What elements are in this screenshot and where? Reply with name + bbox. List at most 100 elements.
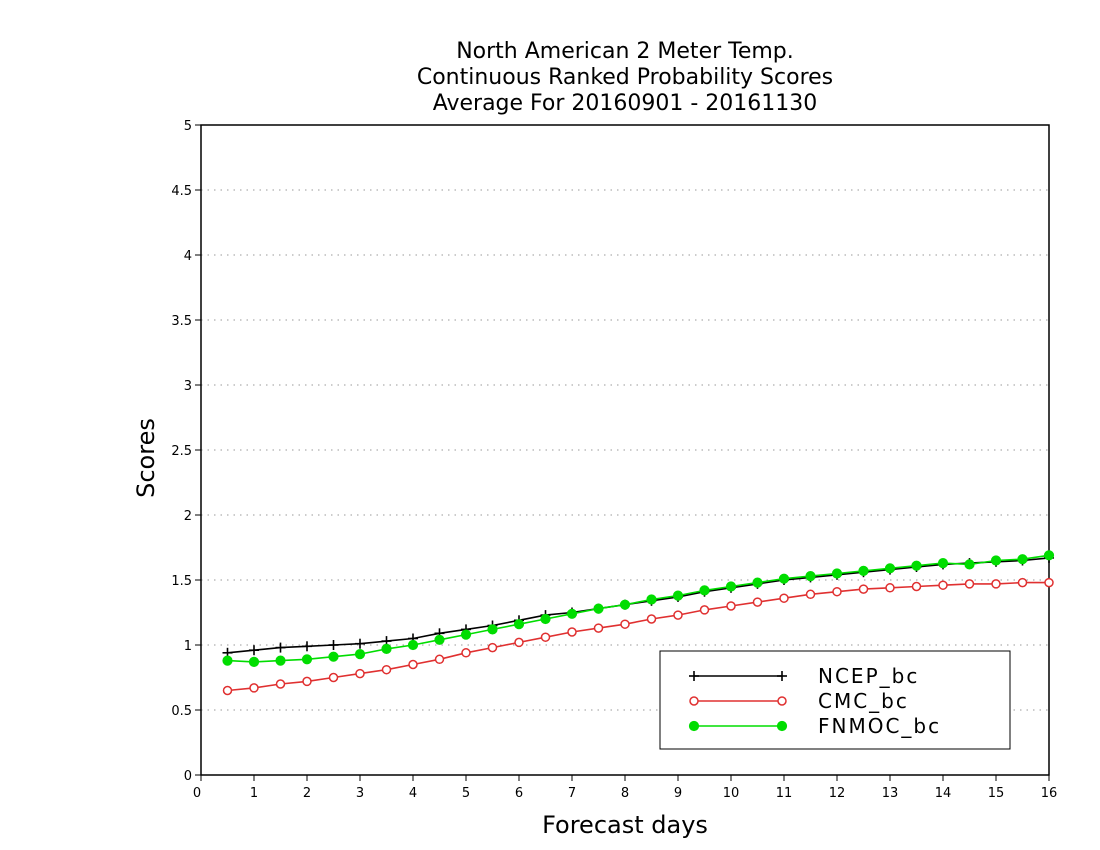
y-tick-label-6: 3 <box>184 379 192 394</box>
point-FNMOC_bc-1 <box>248 656 260 668</box>
legend-box <box>659 650 1011 750</box>
point-CMC_bc-20 <box>752 597 763 607</box>
point-FNMOC_bc-29 <box>990 555 1002 566</box>
point-FNMOC_bc-8 <box>434 634 445 645</box>
point-CMC_bc-4 <box>328 672 339 683</box>
legend-marker-start-CMC_bc <box>689 696 699 706</box>
point-FNMOC_bc-10 <box>487 624 498 635</box>
point-FNMOC_bc-14 <box>593 603 604 614</box>
point-FNMOC_bc-24 <box>858 565 869 577</box>
point-FNMOC_bc-12 <box>540 613 551 625</box>
point-FNMOC_bc-30 <box>1017 554 1028 565</box>
point-FNMOC_bc-13 <box>566 608 578 619</box>
y-tick-label-0: 0 <box>184 769 192 784</box>
point-NCEP_bc-2 <box>275 642 286 653</box>
point-FNMOC_bc-5 <box>354 649 366 660</box>
legend-label-FNMOC_bc: FNMOC_bc <box>818 714 941 738</box>
point-NCEP_bc-3 <box>302 641 312 652</box>
point-CMC_bc-30 <box>1017 577 1028 588</box>
x-tick-label-14: 14 <box>935 786 952 801</box>
series-line-FNMOC_bc <box>227 554 1050 663</box>
point-FNMOC_bc-21 <box>778 573 790 584</box>
point-CMC_bc-18 <box>699 605 710 615</box>
x-tick-label-7: 7 <box>568 786 576 801</box>
series-NCEP_bc <box>222 552 1054 658</box>
point-FNMOC_bc-7 <box>407 639 419 651</box>
series-FNMOC_bc <box>222 550 1055 668</box>
point-FNMOC_bc-3 <box>301 654 313 665</box>
point-NCEP_bc-1 <box>249 645 259 656</box>
point-CMC_bc-0 <box>222 685 233 696</box>
x-tick-label-2: 2 <box>303 786 311 801</box>
x-axis: 0 1 2 3 4 5 6 7 8 9 10 11 12 13 14 15 16 <box>193 775 1057 801</box>
legend-marker-end-NCEP_bc <box>777 671 787 681</box>
legend-item-CMC_bc: CMC_bc <box>689 689 909 713</box>
y-tick-label-2: 1 <box>184 639 192 654</box>
series <box>222 550 1055 696</box>
point-FNMOC_bc-0 <box>222 655 233 666</box>
point-CMC_bc-16 <box>646 614 657 624</box>
point-CMC_bc-26 <box>911 581 922 592</box>
point-CMC_bc-22 <box>805 589 816 600</box>
x-axis-label: Forecast days <box>542 811 708 839</box>
legend-marker-start-FNMOC_bc <box>688 720 700 732</box>
point-FNMOC_bc-17 <box>672 590 684 601</box>
point-FNMOC_bc-11 <box>513 619 525 630</box>
legend-label-CMC_bc: CMC_bc <box>818 689 909 713</box>
point-CMC_bc-19 <box>726 601 736 611</box>
point-NCEP_bc-4 <box>328 640 339 650</box>
point-CMC_bc-25 <box>885 583 895 593</box>
point-FNMOC_bc-31 <box>1043 550 1055 561</box>
point-FNMOC_bc-28 <box>964 559 975 570</box>
point-FNMOC_bc-25 <box>884 563 896 574</box>
title-line-2: Continuous Ranked Probability Scores <box>417 65 833 90</box>
y-tick-label-3: 1.5 <box>171 574 192 589</box>
point-CMC_bc-8 <box>434 654 445 665</box>
point-CMC_bc-17 <box>673 610 683 620</box>
point-CMC_bc-11 <box>514 637 524 648</box>
x-tick-label-16: 16 <box>1041 786 1058 801</box>
legend-item-FNMOC_bc: FNMOC_bc <box>688 714 941 738</box>
x-tick-label-15: 15 <box>988 786 1005 801</box>
y-tick-label-8: 4 <box>184 249 192 264</box>
y-tick-label-10: 5 <box>184 119 192 134</box>
x-tick-label-12: 12 <box>829 786 846 801</box>
legend-item-NCEP_bc: NCEP_bc <box>689 664 917 688</box>
point-CMC_bc-1 <box>249 683 259 693</box>
point-FNMOC_bc-23 <box>831 568 843 579</box>
y-tick-label-9: 4.5 <box>171 184 192 199</box>
x-tick-label-4: 4 <box>409 786 417 801</box>
point-FNMOC_bc-15 <box>619 599 631 610</box>
chart-title: North American 2 Meter Temp. Continuous … <box>417 39 833 116</box>
title-line-1: North American 2 Meter Temp. <box>456 39 794 64</box>
point-CMC_bc-14 <box>593 623 604 633</box>
point-CMC_bc-27 <box>938 580 948 590</box>
y-tick-label-4: 2 <box>184 509 192 524</box>
legend-marker-start-NCEP_bc <box>689 671 699 681</box>
point-FNMOC_bc-9 <box>460 629 472 640</box>
point-CMC_bc-5 <box>355 668 365 679</box>
point-FNMOC_bc-26 <box>911 560 922 571</box>
y-axis: 0 0.5 1 1.5 2 2.5 3 3.5 4 4.5 5 <box>171 119 201 784</box>
point-FNMOC_bc-16 <box>646 594 657 605</box>
point-CMC_bc-28 <box>964 579 975 589</box>
y-axis-label: Scores <box>132 418 160 498</box>
point-FNMOC_bc-19 <box>725 581 737 592</box>
point-CMC_bc-3 <box>302 676 312 687</box>
y-tick-label-5: 2.5 <box>171 444 192 459</box>
x-tick-label-10: 10 <box>723 786 740 801</box>
point-CMC_bc-31 <box>1044 577 1054 588</box>
point-CMC_bc-29 <box>991 579 1001 589</box>
point-FNMOC_bc-6 <box>381 643 392 655</box>
point-CMC_bc-23 <box>832 586 842 597</box>
point-NCEP_bc-5 <box>355 638 365 649</box>
point-CMC_bc-12 <box>540 632 551 642</box>
point-CMC_bc-2 <box>275 679 286 689</box>
x-tick-label-5: 5 <box>462 786 470 801</box>
point-FNMOC_bc-27 <box>937 558 949 569</box>
y-tick-label-1: 0.5 <box>171 704 192 719</box>
legend-marker-end-FNMOC_bc <box>776 720 788 732</box>
point-CMC_bc-13 <box>567 627 577 637</box>
x-tick-label-8: 8 <box>621 786 629 801</box>
